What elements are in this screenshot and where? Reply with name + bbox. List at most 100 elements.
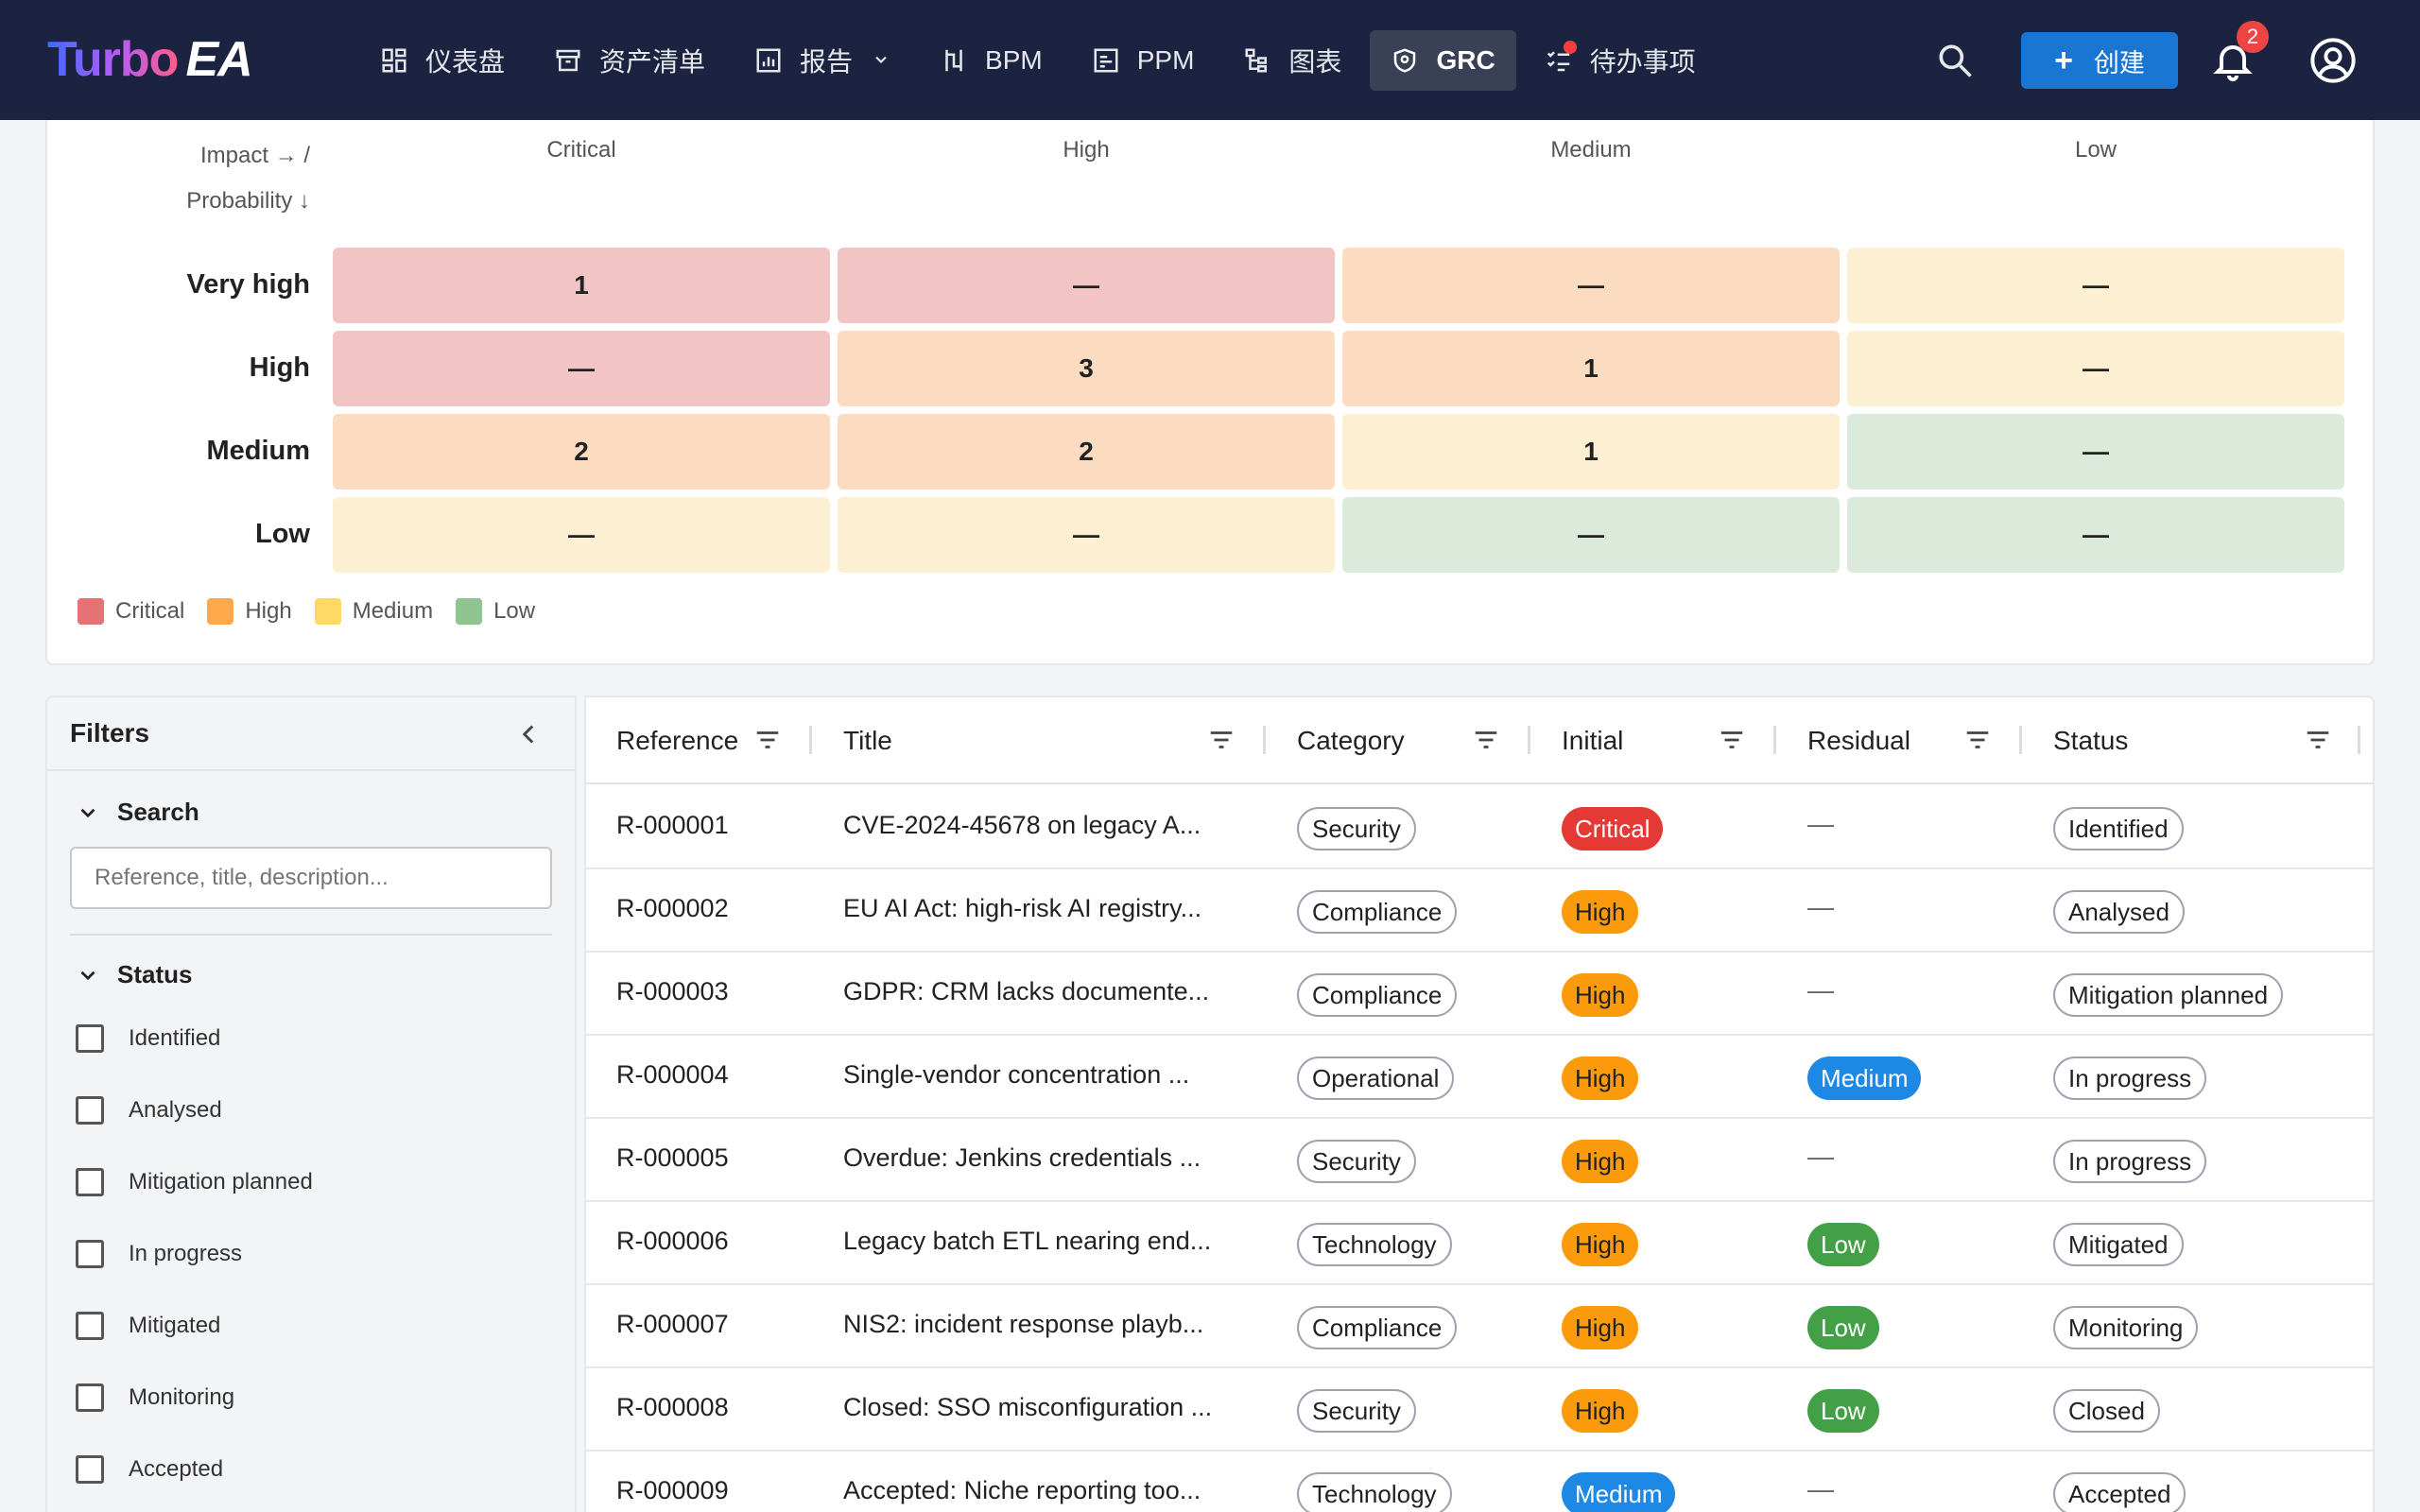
checkbox[interactable] [76,1240,104,1268]
filter-icon[interactable] [1471,726,1501,754]
matrix-cell[interactable]: — [838,497,1335,573]
column-header-residual[interactable]: Residual [1807,726,1910,755]
table-row[interactable]: R-000009 Accepted: Niche reporting too...… [586,1452,2373,1512]
matrix-cell[interactable]: — [1847,331,2344,406]
cell-title[interactable]: Single-vendor concentration ... [843,1060,1190,1089]
matrix-cell[interactable]: — [1847,248,2344,323]
table-row[interactable]: R-000001 CVE-2024-45678 on legacy A... Sec… [586,786,2373,869]
status-option-identified[interactable]: Identified [76,1024,220,1053]
cell-title[interactable]: EU AI Act: high-risk AI registry... [843,894,1202,922]
column-header-title[interactable]: Title [843,726,892,755]
filter-section-search[interactable]: Search [76,798,199,827]
nav-item-todos[interactable]: 待办事项 [1524,30,1717,91]
cell-reference[interactable]: R-000002 [616,894,729,922]
column-separator[interactable] [2019,726,2022,754]
table-row[interactable]: R-000003 GDPR: CRM lacks documente... Comp… [586,953,2373,1036]
status-option-mitigation-planned[interactable]: Mitigation planned [76,1168,313,1196]
status-chip: Analysed [2053,890,2185,934]
matrix-cell[interactable]: — [1847,497,2344,573]
search-icon[interactable] [1934,40,1976,81]
matrix-cell[interactable]: 1 [1342,331,1840,406]
turboea-logo[interactable]: Turbo EA [47,26,253,93]
category-chip: Technology [1297,1223,1452,1266]
checkbox[interactable] [76,1168,104,1196]
account-icon[interactable] [2308,36,2358,85]
status-chip: Accepted [2053,1472,2187,1512]
cell-title[interactable]: Overdue: Jenkins credentials ... [843,1143,1201,1172]
status-option-monitoring[interactable]: Monitoring [76,1383,234,1412]
status-option-mitigated[interactable]: Mitigated [76,1312,220,1340]
column-separator[interactable] [1528,726,1530,754]
nav-item-grc[interactable]: GRC [1370,30,1516,91]
cell-reference[interactable]: R-000004 [616,1060,729,1089]
table-row[interactable]: R-000005 Overdue: Jenkins credentials ...… [586,1119,2373,1202]
cell-title[interactable]: NIS2: incident response playb... [843,1310,1204,1338]
cell-reference[interactable]: R-000008 [616,1393,729,1421]
nav-item-bpm[interactable]: BPM [919,30,1063,91]
filter-icon[interactable] [1206,726,1236,754]
diagram-icon [1243,46,1271,75]
cell-reference[interactable]: R-000005 [616,1143,729,1172]
table-row[interactable]: R-000008 Closed: SSO misconfiguration ...… [586,1368,2373,1452]
chevron-left-icon[interactable] [512,718,544,750]
status-chip: Identified [2053,807,2184,850]
filter-icon[interactable] [1717,726,1747,754]
table-row[interactable]: R-000006 Legacy batch ETL nearing end... T… [586,1202,2373,1285]
nav-item-diagrams[interactable]: 图表 [1222,30,1362,91]
column-header-reference[interactable]: Reference [616,726,739,755]
matrix-cell[interactable]: 3 [838,331,1335,406]
cell-title[interactable]: Closed: SSO misconfiguration ... [843,1393,1213,1421]
matrix-cell[interactable]: — [838,248,1335,323]
checkbox[interactable] [76,1312,104,1340]
cell-title[interactable]: Legacy batch ETL nearing end... [843,1227,1212,1255]
nav-item-inventory[interactable]: 资产清单 [533,30,726,91]
status-option-in-progress[interactable]: In progress [76,1240,242,1268]
checkbox[interactable] [76,1096,104,1125]
matrix-cell[interactable]: — [1847,414,2344,490]
matrix-cell[interactable]: — [1342,497,1840,573]
create-button[interactable]: + 创建 [2021,32,2178,89]
inventory-icon [554,46,582,75]
column-separator[interactable] [2358,726,2360,754]
column-header-status[interactable]: Status [2053,726,2129,755]
table-row[interactable]: R-000002 EU AI Act: high-risk AI registry… [586,869,2373,953]
filter-section-status[interactable]: Status [76,960,192,989]
residual-empty: — [1807,975,1834,1005]
status-option-accepted[interactable]: Accepted [76,1455,223,1484]
nav-item-ppm[interactable]: PPM [1071,30,1216,91]
filter-icon[interactable] [2303,726,2333,754]
matrix-cell[interactable]: — [1342,248,1840,323]
checkbox[interactable] [76,1383,104,1412]
cell-reference[interactable]: R-000007 [616,1310,729,1338]
matrix-cell[interactable]: 2 [333,414,830,490]
matrix-cell[interactable]: 1 [1342,414,1840,490]
filter-icon[interactable] [1962,726,1993,754]
filter-icon[interactable] [752,726,783,754]
column-header-category[interactable]: Category [1297,726,1405,755]
matrix-cell[interactable]: 1 [333,248,830,323]
column-separator[interactable] [1773,726,1776,754]
column-header-initial[interactable]: Initial [1562,726,1624,755]
nav-item-reports[interactable]: 报告 [734,30,911,91]
matrix-cell[interactable]: — [333,331,830,406]
cell-reference[interactable]: R-000009 [616,1476,729,1504]
checkbox[interactable] [76,1024,104,1053]
cell-reference[interactable]: R-000006 [616,1227,729,1255]
cell-title[interactable]: Accepted: Niche reporting too... [843,1476,1201,1504]
cell-title[interactable]: GDPR: CRM lacks documente... [843,977,1210,1005]
table-row[interactable]: R-000007 NIS2: incident response playb...… [586,1285,2373,1368]
matrix-cell[interactable]: — [333,497,830,573]
cell-reference[interactable]: R-000001 [616,811,729,839]
cell-title[interactable]: CVE-2024-45678 on legacy A... [843,811,1201,839]
bell-icon[interactable] [2210,38,2256,83]
table-row[interactable]: R-000004 Single-vendor concentration ... O… [586,1036,2373,1119]
residual-empty: — [1807,892,1834,921]
nav-item-dashboard[interactable]: 仪表盘 [359,30,526,91]
matrix-cell[interactable]: 2 [838,414,1335,490]
status-option-analysed[interactable]: Analysed [76,1096,222,1125]
checkbox[interactable] [76,1455,104,1484]
filter-search-input[interactable] [70,847,552,909]
cell-reference[interactable]: R-000003 [616,977,729,1005]
column-separator[interactable] [1263,726,1266,754]
column-separator[interactable] [809,726,812,754]
